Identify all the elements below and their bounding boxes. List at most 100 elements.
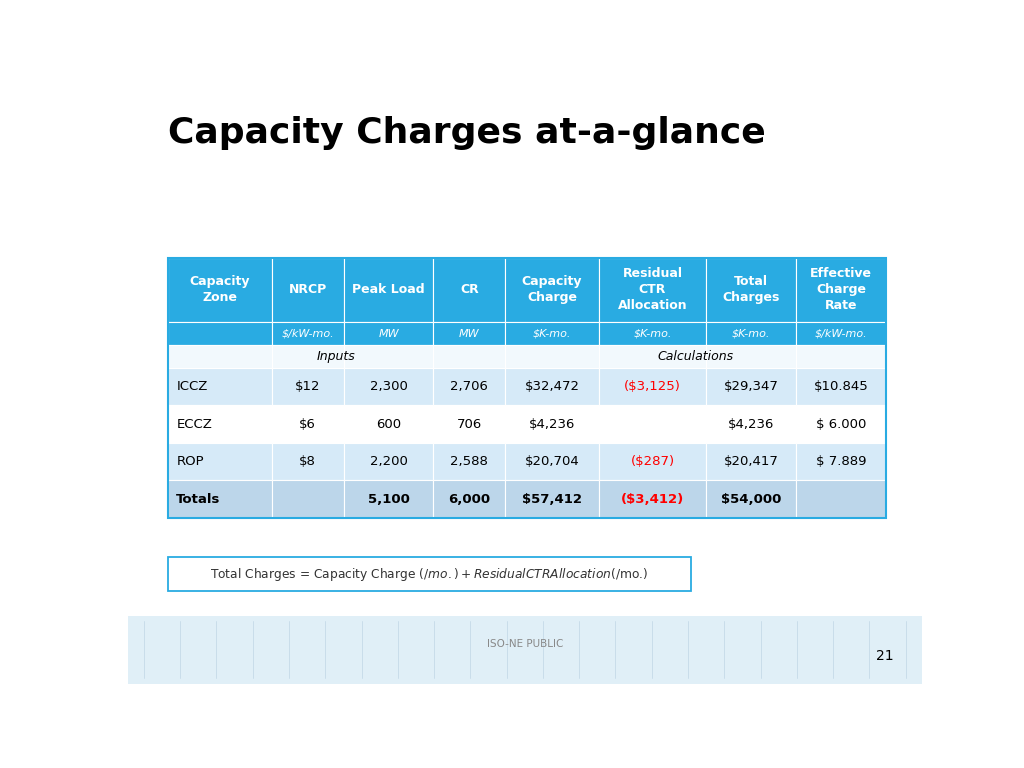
Text: Total
Charges: Total Charges	[723, 275, 780, 304]
Bar	[433, 406, 505, 443]
Text: Inputs: Inputs	[317, 350, 355, 363]
Bar	[344, 480, 433, 518]
Bar	[271, 346, 344, 368]
Bar	[707, 480, 796, 518]
Text: $12: $12	[295, 380, 321, 393]
Text: $54,000: $54,000	[721, 492, 781, 505]
Bar	[271, 443, 344, 480]
Bar	[796, 443, 886, 480]
Text: Calculations: Calculations	[657, 350, 733, 363]
Text: Residual
CTR
Allocation: Residual CTR Allocation	[617, 267, 687, 313]
Bar	[599, 346, 707, 368]
Bar	[505, 480, 599, 518]
Bar	[271, 258, 344, 322]
Bar	[433, 480, 505, 518]
Text: Total Charges = Capacity Charge ($/mo.) + Residual CTR Allocation ($/mo.): Total Charges = Capacity Charge ($/mo.) …	[211, 565, 648, 583]
Bar	[168, 346, 271, 368]
Text: $20,704: $20,704	[524, 455, 580, 468]
Bar	[599, 258, 707, 322]
Bar	[271, 368, 344, 406]
Bar	[344, 322, 433, 346]
Text: $8: $8	[299, 455, 316, 468]
Text: 2,300: 2,300	[370, 380, 408, 393]
Text: 2,588: 2,588	[451, 455, 488, 468]
Bar	[707, 346, 796, 368]
Bar	[271, 480, 344, 518]
Text: $32,472: $32,472	[524, 380, 580, 393]
Text: NRCP: NRCP	[289, 283, 327, 296]
Text: $K-mo.: $K-mo.	[732, 329, 770, 339]
Bar	[168, 406, 271, 443]
Text: 706: 706	[457, 418, 482, 431]
Text: $ 6.000: $ 6.000	[816, 418, 866, 431]
Text: ($3,412): ($3,412)	[621, 492, 684, 505]
Text: ECCZ: ECCZ	[176, 418, 212, 431]
Bar	[796, 258, 886, 322]
Bar	[505, 346, 599, 368]
Text: ($3,125): ($3,125)	[624, 380, 681, 393]
Text: $K-mo.: $K-mo.	[633, 329, 672, 339]
Text: $29,347: $29,347	[724, 380, 778, 393]
Text: 5,100: 5,100	[368, 492, 410, 505]
Text: 6,000: 6,000	[449, 492, 490, 505]
Text: MW: MW	[459, 329, 479, 339]
Text: ROP: ROP	[176, 455, 204, 468]
Text: $57,412: $57,412	[522, 492, 582, 505]
Text: $4,236: $4,236	[528, 418, 575, 431]
Bar	[599, 406, 707, 443]
Bar	[599, 443, 707, 480]
Text: CR: CR	[460, 283, 478, 296]
Bar	[344, 406, 433, 443]
Text: Capacity Charges at-a-glance: Capacity Charges at-a-glance	[168, 116, 765, 150]
Bar	[796, 368, 886, 406]
Bar	[707, 258, 796, 322]
Bar	[344, 346, 433, 368]
Bar	[599, 322, 707, 346]
Bar	[168, 480, 271, 518]
Bar	[796, 480, 886, 518]
Text: $/kW-mo.: $/kW-mo.	[282, 329, 334, 339]
Bar	[599, 368, 707, 406]
Text: Capacity
Charge: Capacity Charge	[521, 275, 583, 304]
Bar	[433, 322, 505, 346]
Text: Effective
Charge
Rate: Effective Charge Rate	[810, 267, 872, 313]
Text: 600: 600	[376, 418, 401, 431]
Bar	[168, 368, 271, 406]
Text: ICCZ: ICCZ	[176, 380, 208, 393]
Bar	[707, 368, 796, 406]
Bar	[505, 322, 599, 346]
Bar	[433, 443, 505, 480]
Text: $10.845: $10.845	[814, 380, 868, 393]
Bar	[707, 406, 796, 443]
Bar	[344, 443, 433, 480]
Text: Capacity
Zone: Capacity Zone	[189, 275, 250, 304]
Bar	[505, 258, 599, 322]
Bar	[168, 258, 886, 518]
Text: ISO-NE PUBLIC: ISO-NE PUBLIC	[486, 640, 563, 650]
Bar	[168, 322, 271, 346]
Text: $K-mo.: $K-mo.	[532, 329, 571, 339]
Bar	[344, 368, 433, 406]
Text: 21: 21	[877, 649, 894, 664]
Text: 2,200: 2,200	[370, 455, 408, 468]
Bar	[168, 258, 271, 322]
Bar	[344, 258, 433, 322]
FancyBboxPatch shape	[168, 557, 691, 591]
Bar	[433, 368, 505, 406]
Bar	[505, 443, 599, 480]
Bar	[433, 258, 505, 322]
Bar	[271, 322, 344, 346]
Text: Totals: Totals	[176, 492, 221, 505]
Bar	[433, 346, 505, 368]
Bar	[128, 615, 922, 684]
Text: $4,236: $4,236	[728, 418, 774, 431]
Text: MW: MW	[378, 329, 398, 339]
Text: 2,706: 2,706	[451, 380, 488, 393]
Text: $20,417: $20,417	[724, 455, 778, 468]
Bar	[707, 443, 796, 480]
Bar	[796, 346, 886, 368]
Text: Peak Load: Peak Load	[352, 283, 425, 296]
Text: $/kW-mo.: $/kW-mo.	[815, 329, 867, 339]
Bar	[505, 406, 599, 443]
Text: $ 7.889: $ 7.889	[816, 455, 866, 468]
